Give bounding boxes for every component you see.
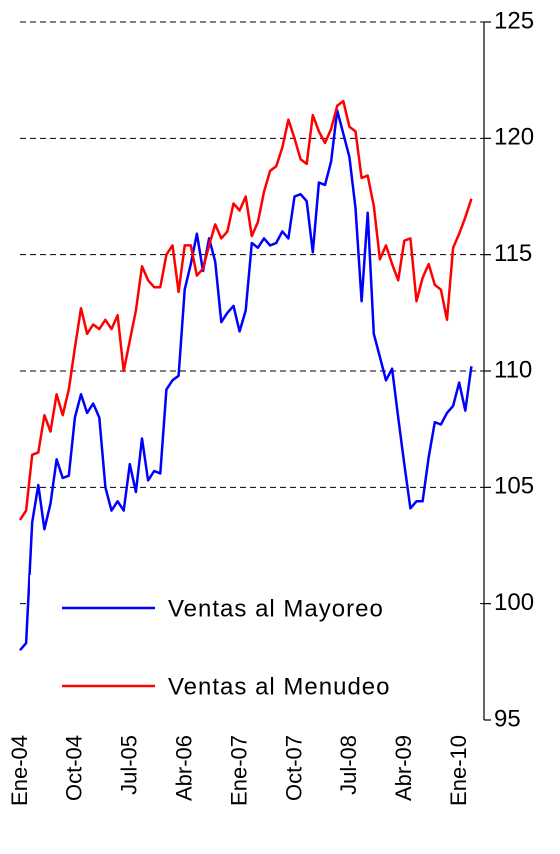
y-tick-label: 125 bbox=[494, 7, 534, 34]
y-tick-label: 115 bbox=[494, 240, 532, 267]
legend-box bbox=[30, 575, 480, 715]
y-tick-label: 105 bbox=[494, 473, 534, 500]
y-tick-label: 100 bbox=[494, 589, 534, 616]
x-tick-label: Jul-08 bbox=[336, 735, 361, 795]
x-tick-label: Ene-07 bbox=[226, 735, 251, 806]
x-tick-label: Ene-10 bbox=[446, 735, 471, 806]
x-tick-label: Jul-05 bbox=[117, 735, 142, 795]
legend-label: Ventas al Menudeo bbox=[168, 673, 391, 700]
y-tick-label: 110 bbox=[494, 356, 532, 383]
x-tick-label: Abr-09 bbox=[391, 735, 416, 801]
x-tick-label: Ene-04 bbox=[7, 735, 32, 806]
x-tick-label: Abr-06 bbox=[172, 735, 197, 801]
legend-label: Ventas al Mayoreo bbox=[168, 595, 384, 622]
x-tick-label: Oct-07 bbox=[281, 735, 306, 801]
y-tick-label: 120 bbox=[494, 124, 534, 151]
series-line bbox=[18, 99, 473, 521]
series-line bbox=[19, 109, 473, 652]
x-tick-label: Oct-04 bbox=[62, 735, 87, 801]
y-tick-label: 95 bbox=[494, 705, 521, 732]
